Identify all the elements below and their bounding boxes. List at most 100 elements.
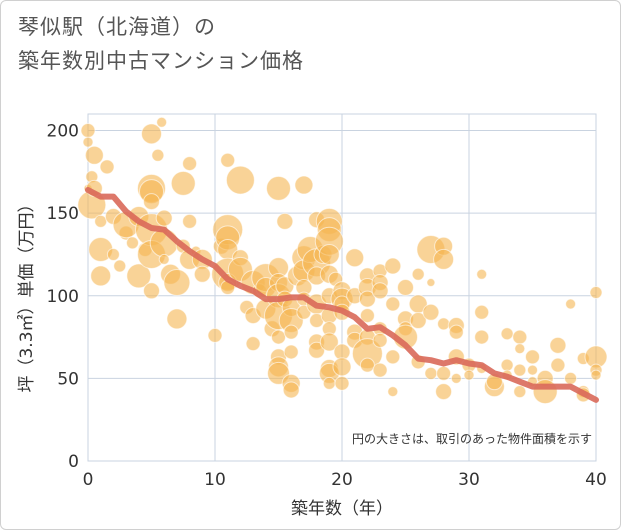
bubble [463,369,475,381]
x-axis-title: 築年数（年） [291,499,393,519]
bubble [527,364,538,376]
trend-line [85,187,599,403]
bubble [385,349,401,365]
bubble [433,248,455,270]
bubble [245,336,261,352]
bubble [318,243,340,265]
bubble [106,247,120,261]
x-tick-label: 0 [83,470,94,490]
bubble [448,324,464,340]
bubble [156,116,168,128]
bubble [80,123,96,139]
bubble [512,329,528,345]
bubble [225,165,255,195]
bubble [424,366,438,380]
bubble [125,236,139,250]
y-tick-label: 0 [68,452,79,472]
bubble [525,349,540,365]
bubble [345,248,365,268]
bubble [513,385,527,399]
bubble [283,344,299,360]
bubble [500,358,514,372]
bubble [474,304,490,320]
title-line-2: 築年数別中古マンション価格 [18,49,304,73]
bubble [113,259,127,273]
bubble [590,369,602,381]
bubble [409,312,427,330]
bubble [276,212,294,230]
bubble [322,376,336,390]
bubble [294,175,314,195]
bubble [426,278,436,288]
y-tick-label: 50 [57,369,79,389]
bubble [151,148,165,162]
bubble [84,145,104,165]
bubble [436,365,452,381]
x-tick-label: 20 [331,470,353,490]
size-note: 円の大きさは、取引のあった物件面積を示す [352,431,592,446]
bubble [90,265,112,287]
bubble [282,381,300,399]
bubble [550,357,566,373]
bubble [422,303,440,321]
bubble [126,263,152,289]
y-tick-label: 200 [47,122,79,142]
bubble [163,269,191,297]
y-tick-label: 150 [47,204,79,224]
bubble [474,329,490,345]
bubble [372,332,388,348]
bubble [549,336,567,354]
bubble [359,308,375,324]
bubble [99,159,115,175]
bubble [532,379,558,405]
bubble [500,327,514,341]
x-axis-ticks: 0 10 20 30 40 [83,470,607,490]
bubble [372,362,388,378]
bubble [589,285,603,299]
chart-title: 琴似駅（北海道）の 築年数別中古マンション価格 [18,10,304,78]
bubble [182,156,198,172]
bubble [158,253,170,265]
bubble [514,343,526,355]
bubble [565,298,577,310]
bubble [266,175,291,201]
bubble [182,213,198,229]
bubble [564,371,578,385]
bubble [82,136,94,148]
bubble [384,257,402,275]
bubble [476,268,488,280]
bubble [411,267,425,281]
title-line-1: 琴似駅（北海道）の [18,15,216,39]
bubble [308,341,326,359]
bubble [94,214,108,228]
bubble [371,282,389,300]
bubble [207,327,223,343]
bubble [271,329,286,345]
bubble [166,308,188,330]
bubble [437,317,451,331]
bubble [450,372,462,384]
bubble [143,193,160,211]
bubble [143,282,160,300]
bubbles [77,116,608,405]
bubble [334,375,350,391]
bubble [283,324,299,340]
bubble [220,152,236,168]
x-tick-label: 10 [204,470,226,490]
bubble [193,265,211,283]
bubble [385,296,401,312]
bubble [319,332,339,352]
y-axis-title: 坪（3.3㎡）単価（万円） [17,195,37,392]
bubble [387,386,399,398]
bubble [155,209,173,227]
bubble [170,170,196,196]
bubble [141,123,162,145]
y-tick-label: 100 [47,287,79,307]
bubble [435,383,453,401]
x-tick-label: 30 [458,470,480,490]
bubble [358,290,376,308]
x-tick-label: 40 [585,470,607,490]
bubble [513,363,527,377]
bubble [359,357,375,373]
